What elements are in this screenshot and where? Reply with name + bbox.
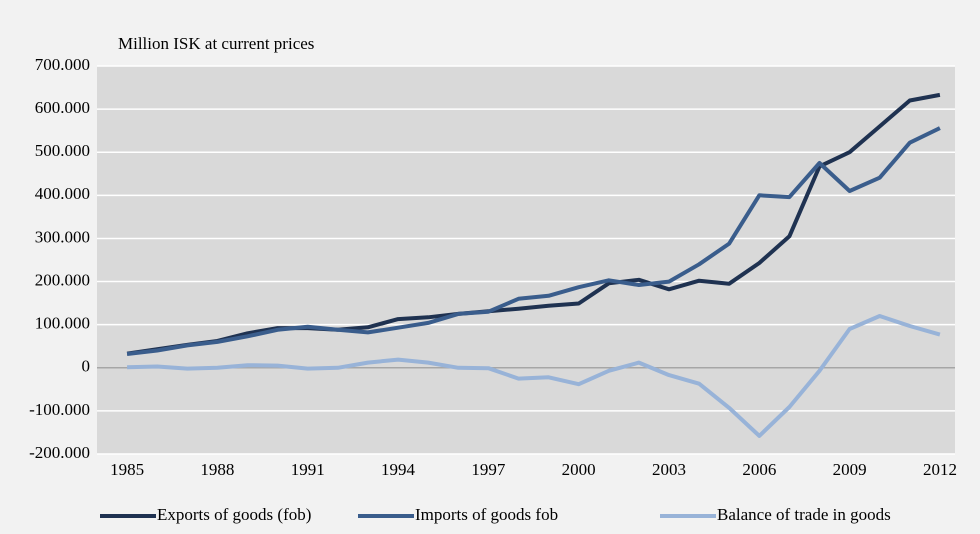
y-tick-label: 700.000 (35, 55, 90, 74)
y-tick-label: 100.000 (35, 314, 90, 333)
x-tick-label: 1994 (381, 460, 416, 479)
y-tick-label: 300.000 (35, 227, 90, 246)
y-tick-label: -200.000 (29, 443, 90, 462)
x-tick-label: 1985 (110, 460, 144, 479)
y-tick-label: 500.000 (35, 141, 90, 160)
legend-label: Balance of trade in goods (717, 505, 891, 524)
y-tick-label: 400.000 (35, 184, 90, 203)
y-axis-title: Million ISK at current prices (118, 34, 314, 53)
series-line (126, 92, 941, 356)
x-tick-label: 2012 (923, 460, 957, 479)
plot-area (97, 66, 955, 454)
series-line (126, 126, 941, 356)
y-tick-label: -100.000 (29, 400, 90, 419)
y-tick-label: 0 (82, 357, 91, 376)
legend-label: Exports of goods (fob) (157, 505, 311, 524)
y-tick-label: 600.000 (35, 98, 90, 117)
y-tick-label: 200.000 (35, 270, 90, 289)
x-tick-label: 1988 (200, 460, 234, 479)
x-tick-label: 2006 (742, 460, 776, 479)
x-tick-label: 2009 (833, 460, 867, 479)
x-tick-label: 2000 (562, 460, 596, 479)
x-tick-label: 2003 (652, 460, 686, 479)
x-tick-label: 1991 (291, 460, 325, 479)
series-line (127, 314, 941, 438)
x-tick-label: 1997 (471, 460, 506, 479)
legend-label: Imports of goods fob (415, 505, 558, 524)
